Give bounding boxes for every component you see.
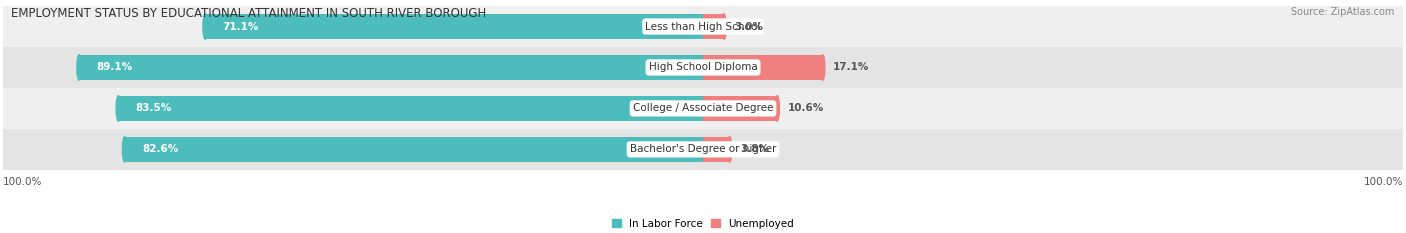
Bar — [3, 88, 1403, 129]
Legend: In Labor Force, Unemployed: In Labor Force, Unemployed — [613, 219, 793, 229]
Text: 100.0%: 100.0% — [1364, 177, 1403, 187]
Circle shape — [122, 137, 127, 162]
Text: Bachelor's Degree or higher: Bachelor's Degree or higher — [630, 144, 776, 154]
Bar — [703, 96, 778, 121]
Text: High School Diploma: High School Diploma — [648, 62, 758, 72]
Circle shape — [202, 14, 207, 39]
Bar — [118, 96, 703, 121]
Text: 82.6%: 82.6% — [142, 144, 179, 154]
Bar — [703, 137, 730, 162]
Circle shape — [821, 55, 825, 80]
Bar — [205, 14, 703, 39]
Circle shape — [727, 137, 731, 162]
Circle shape — [721, 14, 725, 39]
Bar — [3, 47, 1403, 88]
Text: EMPLOYMENT STATUS BY EDUCATIONAL ATTAINMENT IN SOUTH RIVER BOROUGH: EMPLOYMENT STATUS BY EDUCATIONAL ATTAINM… — [11, 7, 486, 20]
Circle shape — [775, 96, 779, 121]
Bar — [125, 137, 703, 162]
Bar — [703, 14, 724, 39]
Circle shape — [77, 55, 82, 80]
Bar — [3, 129, 1403, 170]
Text: 3.8%: 3.8% — [740, 144, 769, 154]
Text: 89.1%: 89.1% — [97, 62, 132, 72]
Text: College / Associate Degree: College / Associate Degree — [633, 103, 773, 113]
Bar — [3, 6, 1403, 47]
Bar — [703, 55, 823, 80]
Bar — [79, 55, 703, 80]
Text: Less than High School: Less than High School — [645, 21, 761, 31]
Text: Source: ZipAtlas.com: Source: ZipAtlas.com — [1291, 7, 1395, 17]
Text: 10.6%: 10.6% — [787, 103, 824, 113]
Text: 71.1%: 71.1% — [222, 21, 259, 31]
Text: 17.1%: 17.1% — [834, 62, 870, 72]
Text: 3.0%: 3.0% — [734, 21, 763, 31]
Text: 83.5%: 83.5% — [136, 103, 172, 113]
Text: 100.0%: 100.0% — [3, 177, 42, 187]
Circle shape — [117, 96, 121, 121]
